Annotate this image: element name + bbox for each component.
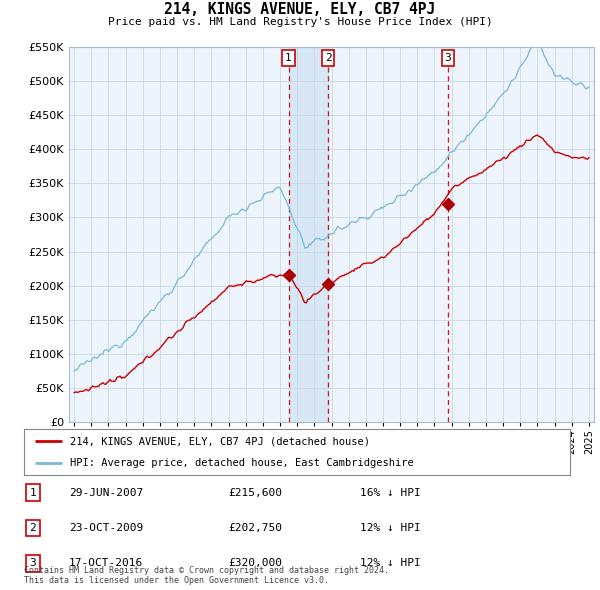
Text: 3: 3 bbox=[445, 53, 451, 63]
Text: £215,600: £215,600 bbox=[228, 488, 282, 497]
Bar bbox=[289, 47, 328, 422]
Text: Contains HM Land Registry data © Crown copyright and database right 2024.
This d: Contains HM Land Registry data © Crown c… bbox=[24, 566, 389, 585]
Text: 214, KINGS AVENUE, ELY, CB7 4PJ: 214, KINGS AVENUE, ELY, CB7 4PJ bbox=[164, 2, 436, 17]
Text: 214, KINGS AVENUE, ELY, CB7 4PJ (detached house): 214, KINGS AVENUE, ELY, CB7 4PJ (detache… bbox=[70, 437, 370, 447]
Text: £320,000: £320,000 bbox=[228, 559, 282, 568]
Text: 29-JUN-2007: 29-JUN-2007 bbox=[69, 488, 143, 497]
Text: 3: 3 bbox=[29, 559, 37, 568]
Text: 2: 2 bbox=[325, 53, 332, 63]
Text: 23-OCT-2009: 23-OCT-2009 bbox=[69, 523, 143, 533]
Text: 12% ↓ HPI: 12% ↓ HPI bbox=[360, 559, 421, 568]
Text: £202,750: £202,750 bbox=[228, 523, 282, 533]
Text: Price paid vs. HM Land Registry's House Price Index (HPI): Price paid vs. HM Land Registry's House … bbox=[107, 17, 493, 27]
Text: 2: 2 bbox=[29, 523, 37, 533]
Text: 1: 1 bbox=[29, 488, 37, 497]
Text: 1: 1 bbox=[285, 53, 292, 63]
Text: 12% ↓ HPI: 12% ↓ HPI bbox=[360, 523, 421, 533]
Text: 17-OCT-2016: 17-OCT-2016 bbox=[69, 559, 143, 568]
Text: 16% ↓ HPI: 16% ↓ HPI bbox=[360, 488, 421, 497]
Text: HPI: Average price, detached house, East Cambridgeshire: HPI: Average price, detached house, East… bbox=[70, 457, 414, 467]
